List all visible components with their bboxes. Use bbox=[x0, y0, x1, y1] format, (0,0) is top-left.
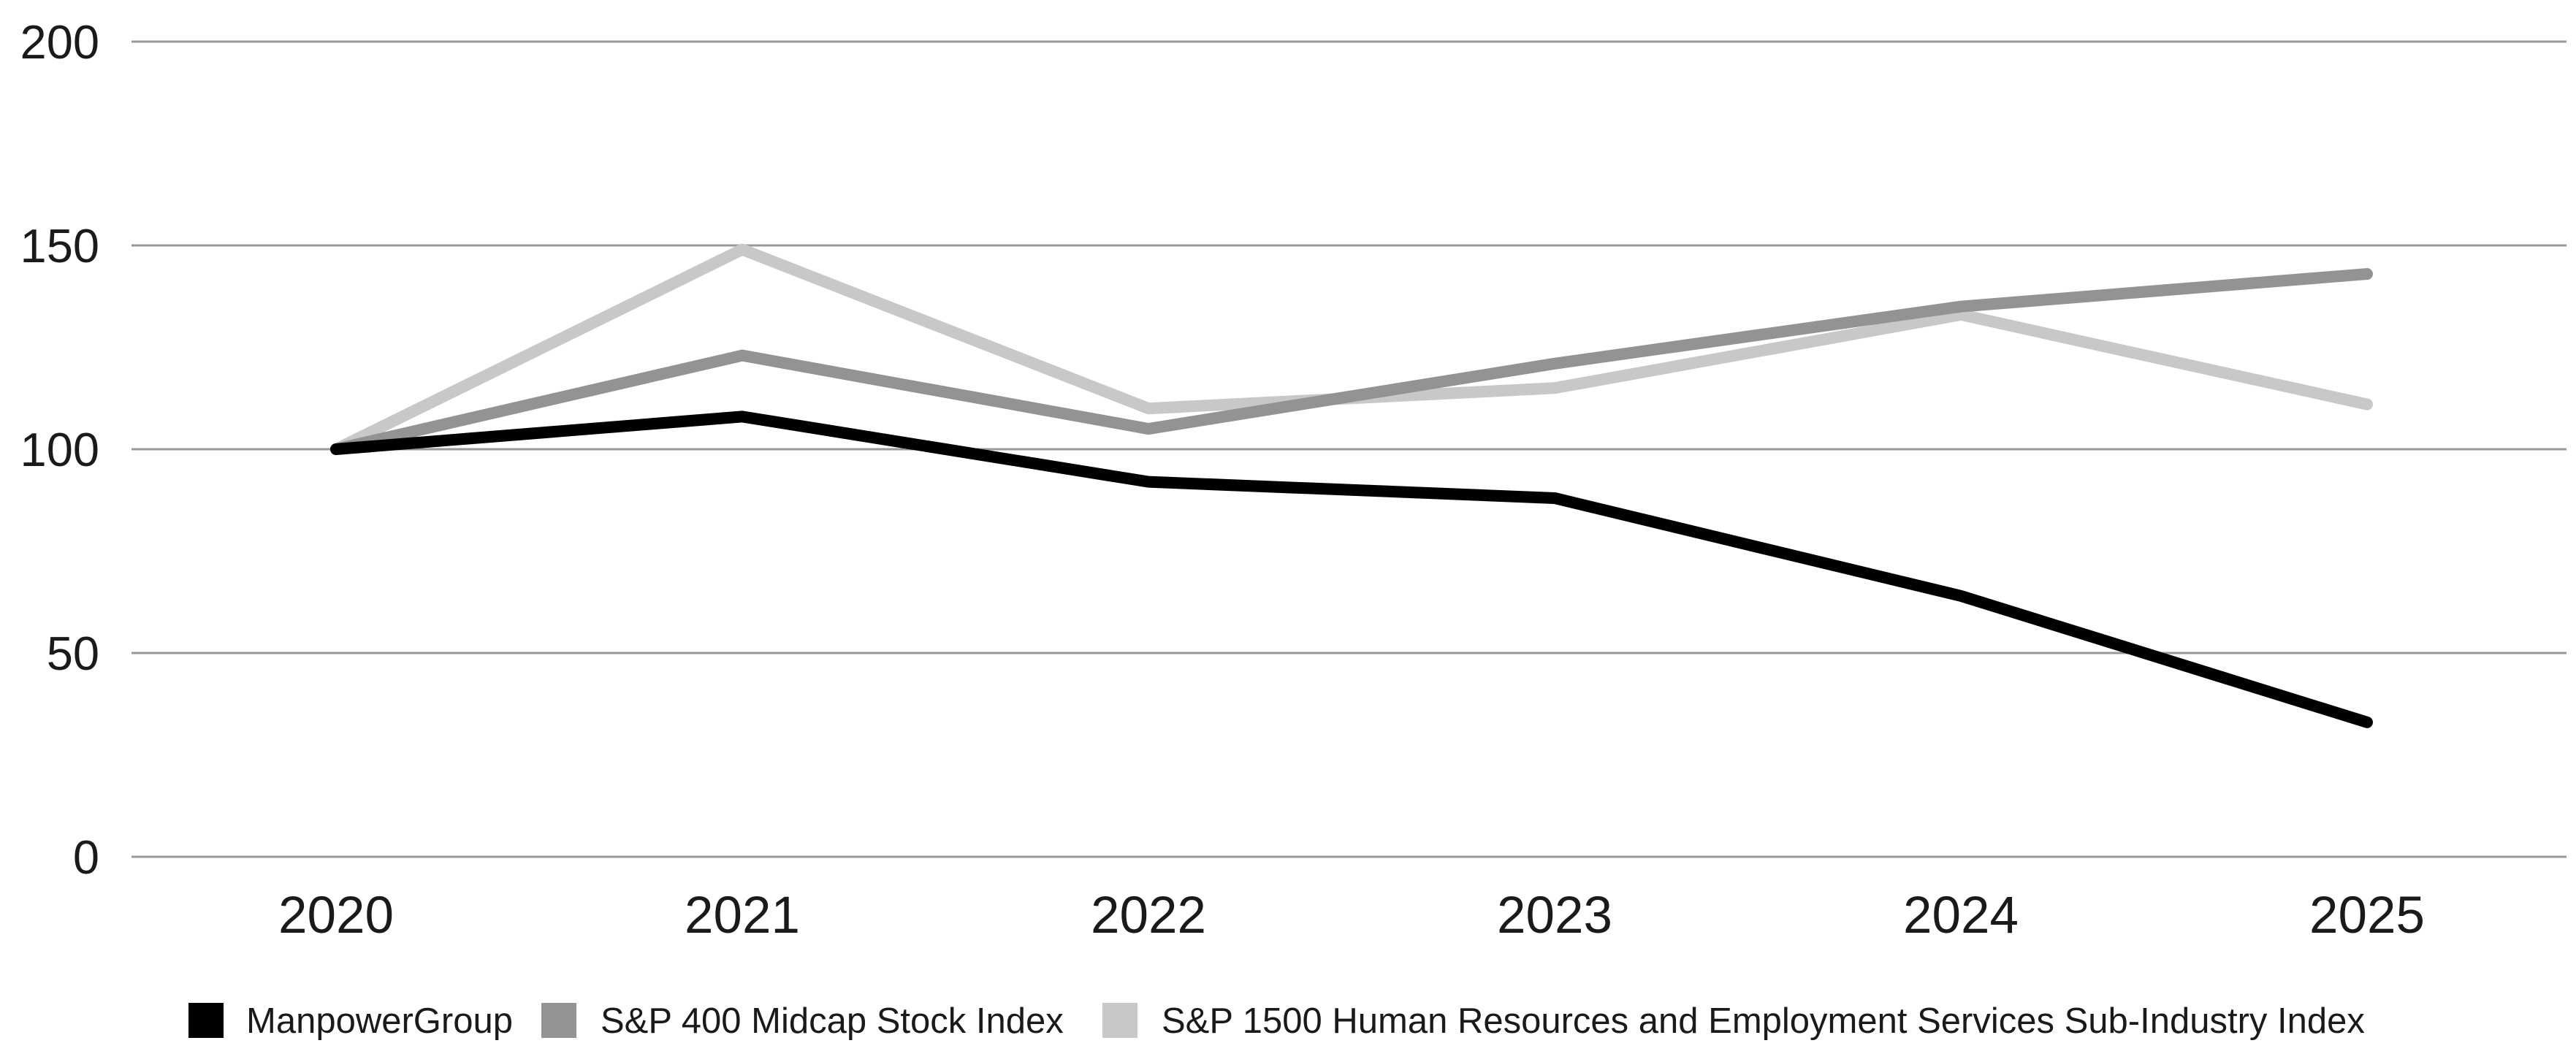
x-tick-label: 2020 bbox=[278, 887, 394, 944]
y-axis-ticks: 0 50 100 150 200 bbox=[20, 15, 99, 884]
y-tick-label: 100 bbox=[20, 423, 99, 476]
legend-label: S&P 400 Midcap Stock Index bbox=[601, 1001, 1064, 1041]
legend-item-0: ManpowerGroup bbox=[188, 1001, 513, 1041]
x-tick-label: 2025 bbox=[2309, 887, 2425, 944]
legend-label: ManpowerGroup bbox=[246, 1001, 513, 1041]
series-line-0 bbox=[330, 410, 2373, 728]
series-lines bbox=[330, 243, 2373, 728]
gridlines bbox=[132, 40, 2567, 858]
series-line-1 bbox=[330, 268, 2373, 455]
x-tick-label: 2023 bbox=[1497, 887, 1612, 944]
legend-item-2: S&P 1500 Human Resources and Employment … bbox=[1102, 1001, 2365, 1041]
legend-swatch bbox=[541, 1003, 576, 1038]
y-tick-label: 50 bbox=[47, 627, 99, 680]
y-tick-label: 150 bbox=[20, 219, 99, 272]
x-axis-ticks: 2020 2021 2022 2023 2024 2025 bbox=[278, 887, 2425, 944]
legend-swatch bbox=[1102, 1003, 1138, 1038]
legend-label: S&P 1500 Human Resources and Employment … bbox=[1162, 1001, 2365, 1041]
x-tick-label: 2021 bbox=[685, 887, 800, 944]
legend-swatch bbox=[188, 1003, 224, 1038]
y-tick-label: 200 bbox=[20, 15, 99, 69]
legend: ManpowerGroup S&P 400 Midcap Stock Index S… bbox=[188, 1001, 2365, 1041]
x-tick-label: 2024 bbox=[1903, 887, 2019, 944]
legend-item-1: S&P 400 Midcap Stock Index bbox=[541, 1001, 1064, 1041]
x-tick-label: 2022 bbox=[1091, 887, 1206, 944]
y-tick-label: 0 bbox=[73, 830, 99, 884]
